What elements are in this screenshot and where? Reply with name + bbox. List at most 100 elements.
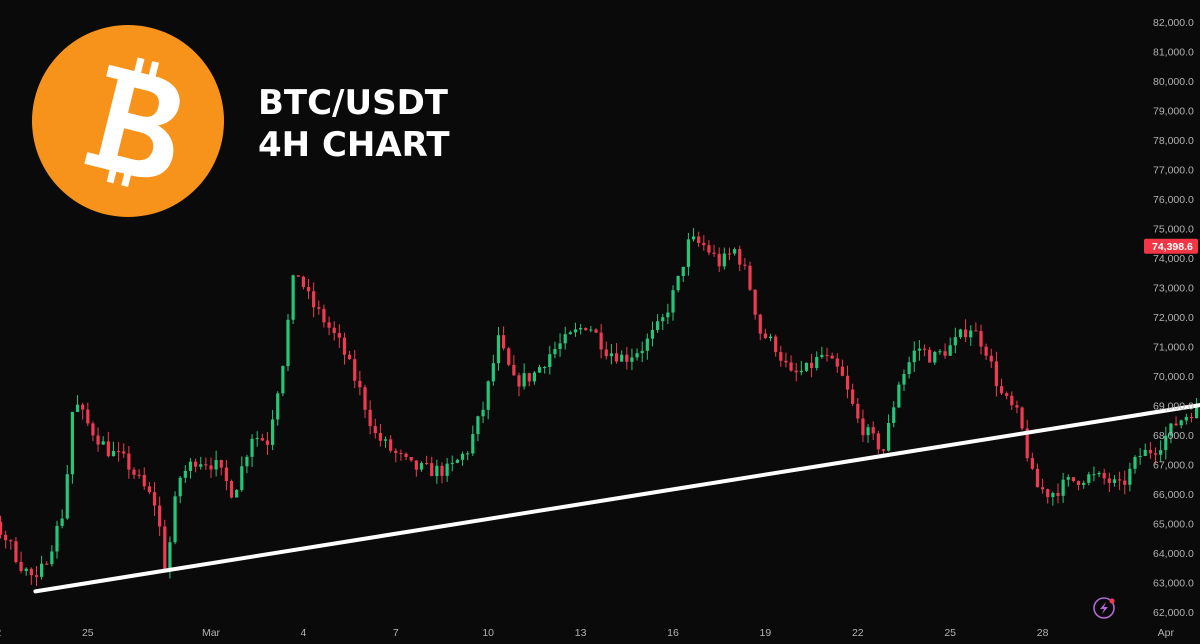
candle-down [594,329,598,333]
candle-up [271,419,275,445]
candle-down [9,540,13,542]
candle-down [512,364,516,376]
candle-down [604,349,608,357]
candle-down [1189,416,1194,419]
candle-down [158,505,162,527]
candle-down [219,460,223,468]
candle-up [455,459,459,463]
candle-down [301,276,305,288]
candle-down [363,387,367,410]
candle-down [132,469,136,475]
candle-up [691,236,696,240]
candle-up [276,393,280,420]
x-tick-label: 22 [0,627,1,639]
candle-up [481,409,485,417]
y-tick-label: 67,000.0 [1153,460,1194,472]
candle-down [1148,449,1152,454]
candle-up [1051,492,1055,498]
candle-down [394,450,398,454]
candle-down [142,475,146,487]
candle-up [953,337,957,346]
y-tick-label: 65,000.0 [1153,519,1194,531]
candle-down [881,449,886,451]
candle-down [830,355,834,359]
candle-up [1164,435,1168,451]
candle-up [70,411,74,475]
y-tick-label: 70,000.0 [1153,371,1194,383]
candle-up [250,438,254,457]
candle-up [1112,479,1117,483]
candle-up [681,266,685,277]
candle-down [625,354,629,362]
candle-up [804,362,809,371]
candle-down [999,386,1004,394]
candle-down [194,461,198,467]
candle-up [40,563,44,577]
candle-up [948,345,952,356]
last-price-tag: 74,398.6 [1144,238,1198,254]
candle-up [178,477,182,497]
candle-up [589,329,593,331]
x-tick-label: 25 [82,627,94,639]
candle-down [727,253,732,255]
candle-up [537,367,542,373]
candle-up [60,518,64,526]
candle-up [609,353,613,357]
candles [0,228,1199,586]
candle-down [0,521,3,535]
candle-up [620,354,624,362]
candle-up [1066,477,1070,480]
candle-down [738,249,742,265]
candle-up [173,496,177,543]
y-tick-label: 76,000.0 [1153,194,1194,206]
candle-up [722,253,726,267]
x-tick-label: 25 [944,627,956,639]
candle-down [974,330,978,332]
candle-up [183,470,187,478]
candle-down [147,486,151,493]
y-tick-label: 63,000.0 [1153,578,1194,590]
candle-down [922,348,927,350]
price-axis[interactable]: 82,000.0 81,000.0 80,000.0 79,000.0 78,000.0… [1153,17,1194,619]
candle-up [1184,416,1188,421]
candle-up [1133,457,1137,469]
candle-down [209,465,213,470]
candle-down [1041,487,1045,490]
candle-up [568,332,572,335]
candle-down [1046,489,1050,498]
x-tick-label: 28 [1037,627,1049,639]
x-tick-label: 19 [760,627,772,639]
candle-down [784,360,788,363]
candle-up [281,366,285,394]
candle-down [378,433,382,441]
candle-up [553,348,557,355]
candle-down [1005,393,1009,396]
candle-up [635,353,639,358]
time-axis[interactable]: 192225Mar4710131619222528Apr47101316 [0,627,1200,639]
candle-down [1153,453,1158,455]
candle-down [928,349,932,363]
y-tick-label: 66,000.0 [1153,489,1194,501]
candle-down [425,463,429,465]
candle-up [661,317,665,322]
candle-up [235,489,239,498]
candle-up [476,416,480,435]
candle-down [353,359,357,381]
lightning-icon[interactable] [1093,597,1115,619]
x-tick-label: 13 [575,627,587,639]
candle-down [1015,405,1019,408]
candle-down [224,467,228,482]
candle-down [127,453,131,470]
candle-down [399,453,403,455]
candle-up [522,373,526,387]
y-tick-label: 64,000.0 [1153,548,1194,560]
candle-down [707,245,711,253]
candle-up [460,453,465,460]
candle-up [245,456,249,467]
candle-up [240,466,244,490]
bitcoin-icon [84,57,180,187]
chart-title-line1: BTC/USDT [258,83,449,123]
candle-down [389,439,393,451]
candle-up [168,542,172,571]
